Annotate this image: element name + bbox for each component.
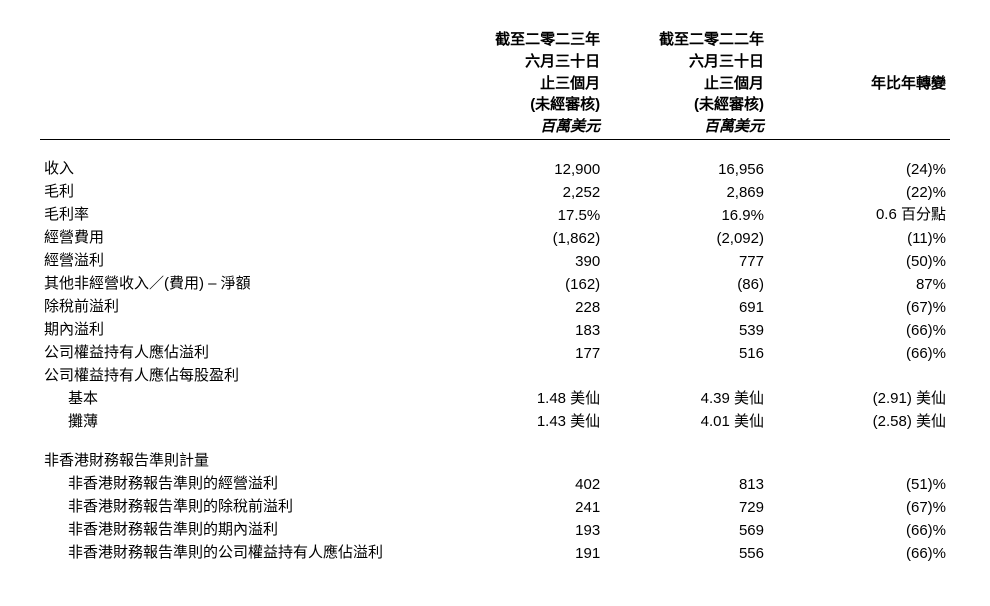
- v2-gross-profit: 2,869: [604, 179, 768, 202]
- row-nh-pbt: 非香港財務報告準則的除稅前溢利 241 729 (67)%: [40, 494, 950, 517]
- row-nh-attrib: 非香港財務報告準則的公司權益持有人應佔溢利 191 556 (66)%: [40, 540, 950, 563]
- label-gross-margin: 毛利率: [40, 202, 440, 225]
- financial-table: 截至二零二三年 截至二零二二年 六月三十日 六月三十日 止三個月 止三個月 年比…: [40, 30, 950, 563]
- v1-gross-margin: 17.5%: [440, 202, 604, 225]
- row-opex: 經營費用 (1,862) (2,092) (11)%: [40, 225, 950, 248]
- chg-gross-profit: (22)%: [768, 179, 950, 202]
- label-period-profit: 期內溢利: [40, 317, 440, 340]
- v2-period-profit: 539: [604, 317, 768, 340]
- v2-opex: (2,092): [604, 225, 768, 248]
- v2-eps-basic: 4.39 美仙: [604, 386, 768, 409]
- label-nh-pbt: 非香港財務報告準則的除稅前溢利: [40, 494, 440, 517]
- row-revenue: 收入 12,900 16,956 (24)%: [40, 156, 950, 179]
- hdr-col1-l1: 截至二零二三年: [440, 30, 604, 52]
- chg-attrib-profit: (66)%: [768, 340, 950, 363]
- row-gross-profit: 毛利 2,252 2,869 (22)%: [40, 179, 950, 202]
- v1-nh-period: 193: [440, 517, 604, 540]
- header-row-3: 止三個月 止三個月 年比年轉變: [40, 74, 950, 96]
- label-op-profit: 經營溢利: [40, 248, 440, 271]
- hdr-unit2: 百萬美元: [604, 117, 768, 139]
- header-row-2: 六月三十日 六月三十日: [40, 52, 950, 74]
- row-eps-diluted: 攤薄 1.43 美仙 4.01 美仙 (2.58) 美仙: [40, 409, 950, 432]
- chg-nh-attrib: (66)%: [768, 540, 950, 563]
- chg-nh-pbt: (67)%: [768, 494, 950, 517]
- v2-gross-margin: 16.9%: [604, 202, 768, 225]
- row-nh-period: 非香港財務報告準則的期內溢利 193 569 (66)%: [40, 517, 950, 540]
- v1-nh-attrib: 191: [440, 540, 604, 563]
- hdr-unit1: 百萬美元: [440, 117, 604, 139]
- row-other-nonop: 其他非經營收入／(費用) – 淨額 (162) (86) 87%: [40, 271, 950, 294]
- v2-nh-op: 813: [604, 471, 768, 494]
- chg-revenue: (24)%: [768, 156, 950, 179]
- chg-eps-basic: (2.91) 美仙: [768, 386, 950, 409]
- v2-other-nonop: (86): [604, 271, 768, 294]
- chg-nh-period: (66)%: [768, 517, 950, 540]
- hdr-col2-l2: 六月三十日: [604, 52, 768, 74]
- gap-after-header: [40, 139, 950, 156]
- v1-eps-diluted: 1.43 美仙: [440, 409, 604, 432]
- v1-revenue: 12,900: [440, 156, 604, 179]
- row-eps-head: 公司權益持有人應佔每股盈利: [40, 363, 950, 386]
- label-gross-profit: 毛利: [40, 179, 440, 202]
- label-revenue: 收入: [40, 156, 440, 179]
- hdr-col2-l3: 止三個月: [604, 74, 768, 96]
- v2-pbt: 691: [604, 294, 768, 317]
- row-nh-op: 非香港財務報告準則的經營溢利 402 813 (51)%: [40, 471, 950, 494]
- v1-opex: (1,862): [440, 225, 604, 248]
- row-gross-margin: 毛利率 17.5% 16.9% 0.6 百分點: [40, 202, 950, 225]
- chg-nh-op: (51)%: [768, 471, 950, 494]
- row-attrib-profit: 公司權益持有人應佔溢利 177 516 (66)%: [40, 340, 950, 363]
- v1-pbt: 228: [440, 294, 604, 317]
- v1-period-profit: 183: [440, 317, 604, 340]
- chg-other-nonop: 87%: [768, 271, 950, 294]
- v1-eps-basic: 1.48 美仙: [440, 386, 604, 409]
- row-eps-basic: 基本 1.48 美仙 4.39 美仙 (2.91) 美仙: [40, 386, 950, 409]
- v2-attrib-profit: 516: [604, 340, 768, 363]
- label-eps-basic: 基本: [40, 386, 440, 409]
- v1-op-profit: 390: [440, 248, 604, 271]
- chg-period-profit: (66)%: [768, 317, 950, 340]
- hdr-col1-l4: (未經審核): [440, 95, 604, 117]
- row-nonhkfrs-head: 非香港財務報告準則計量: [40, 448, 950, 471]
- row-pbt: 除稅前溢利 228 691 (67)%: [40, 294, 950, 317]
- label-nonhkfrs-head: 非香港財務報告準則計量: [40, 448, 440, 471]
- hdr-col3: 年比年轉變: [768, 74, 950, 96]
- label-opex: 經營費用: [40, 225, 440, 248]
- label-nh-op: 非香港財務報告準則的經營溢利: [40, 471, 440, 494]
- chg-gross-margin: 0.6 百分點: [768, 202, 950, 225]
- gap-before-nonhkfrs: [40, 432, 950, 448]
- header-row-1: 截至二零二三年 截至二零二二年: [40, 30, 950, 52]
- v1-other-nonop: (162): [440, 271, 604, 294]
- v2-nh-attrib: 556: [604, 540, 768, 563]
- chg-pbt: (67)%: [768, 294, 950, 317]
- v2-eps-diluted: 4.01 美仙: [604, 409, 768, 432]
- chg-op-profit: (50)%: [768, 248, 950, 271]
- v1-nh-pbt: 241: [440, 494, 604, 517]
- header-row-units: 百萬美元 百萬美元: [40, 117, 950, 139]
- v1-nh-op: 402: [440, 471, 604, 494]
- hdr-col2-l1: 截至二零二二年: [604, 30, 768, 52]
- chg-opex: (11)%: [768, 225, 950, 248]
- hdr-col1-l2: 六月三十日: [440, 52, 604, 74]
- hdr-col2-l4: (未經審核): [604, 95, 768, 117]
- label-attrib-profit: 公司權益持有人應佔溢利: [40, 340, 440, 363]
- v2-op-profit: 777: [604, 248, 768, 271]
- label-other-nonop: 其他非經營收入／(費用) – 淨額: [40, 271, 440, 294]
- row-period-profit: 期內溢利 183 539 (66)%: [40, 317, 950, 340]
- chg-eps-diluted: (2.58) 美仙: [768, 409, 950, 432]
- v2-nh-pbt: 729: [604, 494, 768, 517]
- label-nh-period: 非香港財務報告準則的期內溢利: [40, 517, 440, 540]
- label-eps-head: 公司權益持有人應佔每股盈利: [40, 363, 440, 386]
- row-op-profit: 經營溢利 390 777 (50)%: [40, 248, 950, 271]
- v2-revenue: 16,956: [604, 156, 768, 179]
- label-pbt: 除稅前溢利: [40, 294, 440, 317]
- v2-nh-period: 569: [604, 517, 768, 540]
- v1-attrib-profit: 177: [440, 340, 604, 363]
- header-row-4: (未經審核) (未經審核): [40, 95, 950, 117]
- label-nh-attrib: 非香港財務報告準則的公司權益持有人應佔溢利: [40, 540, 440, 563]
- label-eps-diluted: 攤薄: [40, 409, 440, 432]
- hdr-col1-l3: 止三個月: [440, 74, 604, 96]
- v1-gross-profit: 2,252: [440, 179, 604, 202]
